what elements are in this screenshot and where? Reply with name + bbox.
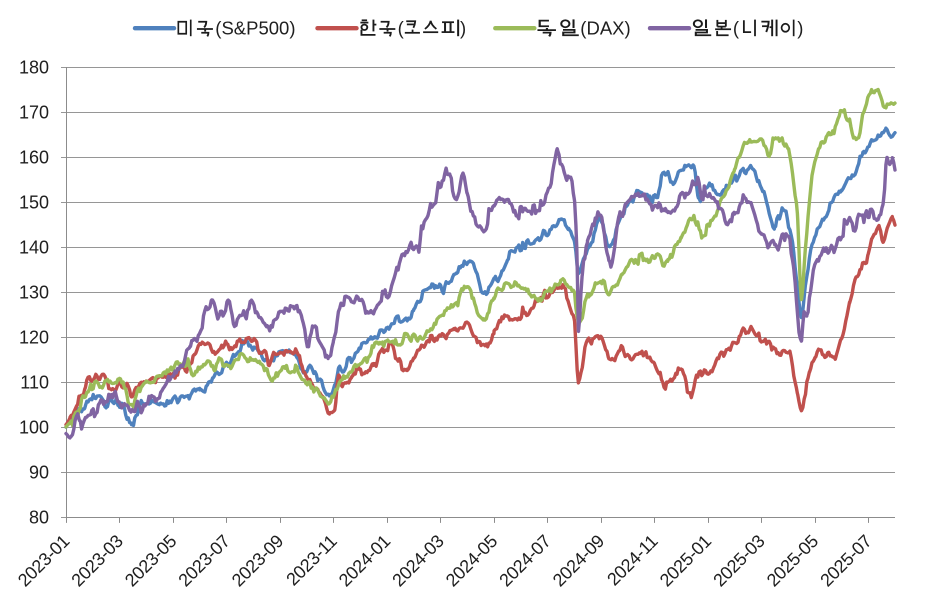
svg-text:2025-01: 2025-01 [656,531,716,591]
svg-text:(S&P500): (S&P500) [215,18,295,39]
svg-text:160: 160 [19,148,49,168]
svg-text:2023-11: 2023-11 [282,531,341,590]
svg-text:2025-03: 2025-03 [709,531,769,591]
svg-text:90: 90 [29,463,49,483]
svg-text:80: 80 [29,508,49,528]
svg-text:2024-03: 2024-03 [388,531,448,591]
svg-text:2025-05: 2025-05 [763,531,823,591]
svg-text:(DAX): (DAX) [580,18,630,39]
svg-text:2024-07: 2024-07 [495,531,555,591]
svg-text:100: 100 [19,418,49,438]
svg-text:2023-09: 2023-09 [228,531,288,591]
svg-text:2024-05: 2024-05 [442,531,502,591]
svg-text:(: ( [398,18,405,39]
svg-text:2024-11: 2024-11 [603,531,662,590]
svg-text:130: 130 [19,283,49,303]
svg-text:170: 170 [19,103,49,123]
svg-text:2025-07: 2025-07 [816,531,876,591]
svg-text:): ) [460,18,466,39]
svg-text:140: 140 [19,238,49,258]
svg-text:180: 180 [19,58,49,78]
svg-text:2024-01: 2024-01 [335,531,395,591]
svg-text:2023-03: 2023-03 [67,531,127,591]
svg-text:2024-09: 2024-09 [549,531,609,591]
svg-text:150: 150 [19,193,49,213]
svg-text:(: ( [733,18,740,39]
svg-text:): ) [797,18,803,39]
svg-text:2023-01: 2023-01 [14,531,74,591]
svg-text:110: 110 [20,373,49,393]
svg-text:2023-07: 2023-07 [174,531,234,591]
svg-text:120: 120 [19,328,49,348]
svg-text:2023-05: 2023-05 [121,531,181,591]
